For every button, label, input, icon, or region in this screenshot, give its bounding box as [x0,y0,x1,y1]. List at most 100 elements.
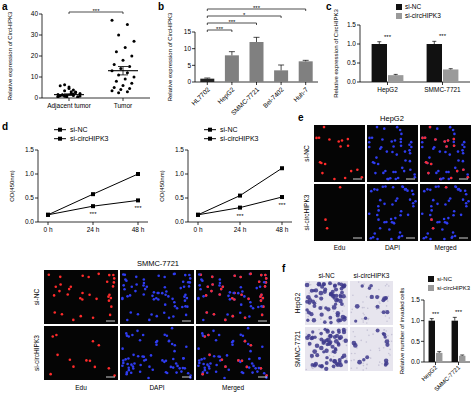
edu-cell [233,274,236,277]
invaded-cell [318,364,321,367]
edu-cell [53,294,56,297]
micrograph [44,326,118,380]
x-tick-label: SMMC-7721 [433,364,462,393]
nucleus [464,189,467,192]
nucleus [137,313,140,316]
pore [362,369,364,371]
edu-cell [81,298,84,301]
pore [310,284,312,286]
nucleus [218,334,221,337]
invaded-cell [319,346,324,351]
nucleus [172,366,175,369]
nucleus [447,217,450,220]
edu-cell [221,359,224,362]
edu-cell [108,367,111,370]
invaded-cell [334,339,339,344]
nucleus [218,284,221,287]
nucleus [388,228,391,231]
nucleus [441,228,444,231]
edu-cell [95,298,98,301]
micrograph [420,184,471,241]
x-tick [305,82,306,85]
nucleus [409,168,412,171]
edu-cell [213,313,216,316]
edu-cell [264,285,267,288]
nucleus [198,273,201,276]
marker [117,34,120,37]
nucleus [187,281,190,284]
nucleus [423,190,426,193]
nucleus [260,305,263,308]
nucleus [460,214,463,217]
pore [318,296,320,298]
nucleus [213,313,216,316]
nucleus [425,236,428,239]
nucleus [231,315,234,318]
invaded-cell [315,343,320,348]
nucleus [131,334,134,337]
nucleus [461,149,464,152]
pore [346,358,348,360]
edu-cell [339,145,342,148]
error-cap [394,74,398,75]
image-background [120,270,194,324]
pore [308,281,310,283]
nucleus [370,237,373,240]
nucleus [457,150,460,153]
nucleus [142,284,145,287]
nucleus [408,149,411,152]
nucleus [466,173,469,176]
error-cap [377,41,381,42]
edu-cell [112,274,115,277]
nucleus [150,354,153,357]
legend-swatch [396,13,402,19]
nucleus [409,152,412,155]
nucleus [219,355,222,358]
pore [366,322,368,324]
invaded-cell [376,328,380,332]
bar [436,353,442,362]
nucleus [251,371,254,374]
nucleus [454,185,457,188]
pore [312,367,314,369]
marker [65,96,68,98]
error-cap [430,318,434,319]
nucleus [445,221,448,224]
invaded-cell [329,358,332,361]
significance: *** [432,311,440,317]
nucleus [400,138,403,141]
y-tick [35,198,38,199]
significance: *** [89,211,97,217]
y-tick-label: 40 [31,10,39,17]
x-tick [198,222,199,225]
nucleus [210,290,213,293]
scale-bar [106,321,115,322]
edu-cell [324,218,327,221]
nucleus [125,332,128,335]
nucleus [202,334,205,337]
pore [366,329,368,331]
pore [308,292,310,294]
nucleus [126,295,129,298]
edu-cell [89,359,92,362]
nucleus [165,290,168,293]
pore [372,333,374,335]
pore [363,365,365,367]
legend-label: si-circHIPK3 [70,135,109,142]
image-background [44,326,118,380]
nucleus [401,167,404,170]
invaded-cell [324,306,328,310]
error-bar [123,67,124,75]
pore [351,312,353,314]
nucleus [182,367,185,370]
nucleus [132,354,135,357]
nucleus [200,358,203,361]
nucleus [242,372,245,375]
pore [362,312,364,314]
nucleus [377,205,380,208]
invaded-cell [342,328,346,332]
nucleus [424,136,427,139]
nucleus [250,305,253,308]
nucleus [135,283,138,286]
pore [360,340,362,342]
